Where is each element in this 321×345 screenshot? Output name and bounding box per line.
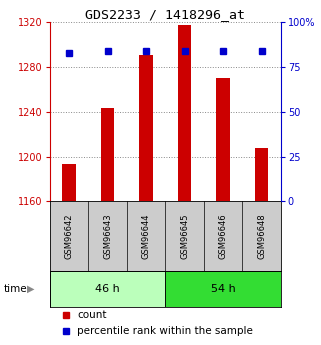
- Bar: [255, 148, 268, 201]
- Text: GSM96648: GSM96648: [257, 213, 266, 259]
- Bar: [216, 78, 230, 201]
- Bar: [165, 271, 281, 307]
- Text: GSM96644: GSM96644: [142, 213, 151, 259]
- Text: GSM96642: GSM96642: [65, 213, 74, 259]
- Text: GSM96643: GSM96643: [103, 213, 112, 259]
- Text: GSM96646: GSM96646: [219, 213, 228, 259]
- Text: percentile rank within the sample: percentile rank within the sample: [77, 326, 253, 336]
- Text: count: count: [77, 310, 107, 320]
- Title: GDS2233 / 1418296_at: GDS2233 / 1418296_at: [85, 8, 245, 21]
- Text: ▶: ▶: [27, 284, 35, 294]
- Bar: [178, 24, 191, 201]
- Text: GSM96645: GSM96645: [180, 213, 189, 259]
- Bar: [50, 271, 165, 307]
- Text: 54 h: 54 h: [211, 284, 236, 294]
- Bar: [139, 55, 153, 201]
- Text: time: time: [3, 284, 27, 294]
- Bar: [62, 164, 76, 201]
- Text: 46 h: 46 h: [95, 284, 120, 294]
- Bar: [101, 108, 114, 201]
